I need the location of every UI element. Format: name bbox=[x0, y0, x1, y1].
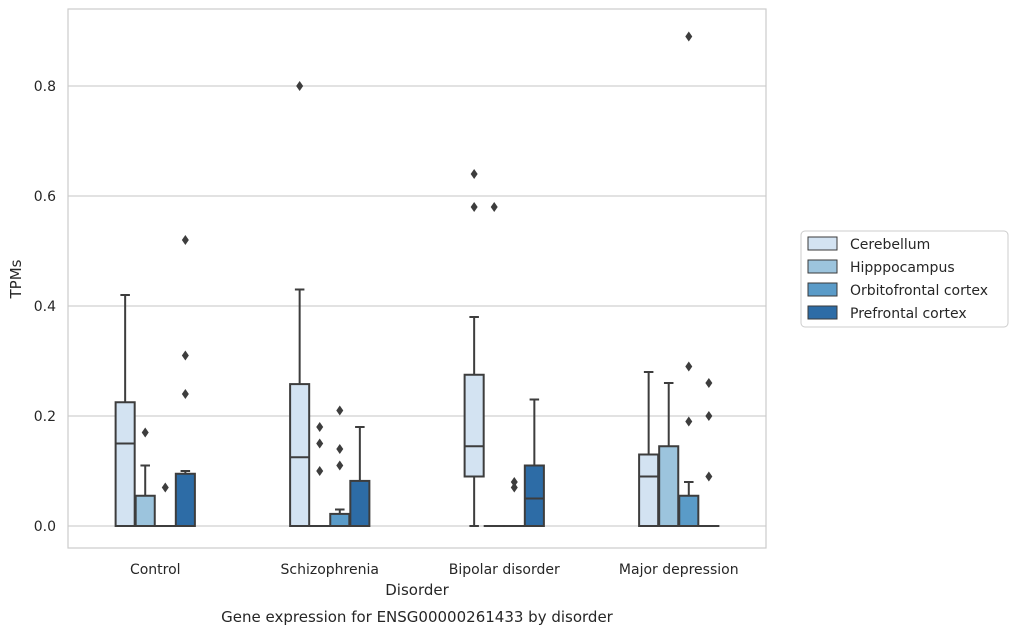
x-tick-labels: Control Schizophrenia Bipolar disorder Majo… bbox=[130, 562, 739, 578]
outlier-point bbox=[161, 482, 169, 493]
y-tick-label: 0.0 bbox=[34, 519, 56, 535]
outlier-point bbox=[181, 389, 189, 399]
box-iqr bbox=[349, 479, 371, 527]
box-hipppocampus-schizophrenia bbox=[309, 422, 331, 528]
legend-swatch-prefrontal-cortex bbox=[807, 305, 838, 320]
y-tick-label: 0.8 bbox=[34, 79, 56, 95]
legend-swatch-orbitofrontal-cortex bbox=[807, 282, 838, 297]
outlier-point bbox=[336, 460, 344, 471]
box-orbitofrontal-cortex-control bbox=[154, 482, 176, 528]
y-tick-label: 0.2 bbox=[34, 409, 56, 425]
outlier-point bbox=[336, 444, 344, 454]
box-series bbox=[114, 31, 720, 528]
box-iqr bbox=[463, 373, 485, 478]
outlier-point bbox=[296, 81, 304, 91]
outlier-point bbox=[510, 477, 518, 487]
outlier-point bbox=[685, 361, 693, 372]
box-prefrontal-cortex-major-depression bbox=[698, 378, 720, 528]
box-prefrontal-cortex-schizophrenia bbox=[349, 426, 371, 527]
box-orbitofrontal-cortex-major-depression bbox=[678, 31, 700, 527]
outlier-point bbox=[470, 202, 478, 212]
box-hipppocampus-major-depression bbox=[658, 382, 680, 527]
outlier-point bbox=[490, 202, 498, 212]
y-tick-labels: 0.0 0.2 0.4 0.6 0.8 bbox=[34, 79, 56, 535]
outlier-point bbox=[685, 31, 693, 42]
outlier-point bbox=[316, 466, 324, 476]
legend-label-cerebellum: Cerebellum bbox=[850, 237, 930, 253]
box-cerebellum-major-depression bbox=[638, 371, 660, 527]
box-iqr bbox=[329, 512, 351, 528]
outlier-point bbox=[705, 411, 713, 421]
box-iqr bbox=[134, 494, 156, 527]
outlier-point bbox=[470, 169, 478, 179]
y-tick-label: 0.4 bbox=[34, 299, 56, 315]
box-prefrontal-cortex-bipolar-disorder bbox=[523, 398, 545, 527]
box-iqr bbox=[638, 453, 660, 527]
y-tick-label: 0.6 bbox=[34, 189, 56, 205]
box-orbitofrontal-cortex-schizophrenia bbox=[329, 405, 351, 528]
legend-swatch-hippocampus bbox=[807, 259, 838, 274]
box-iqr bbox=[658, 445, 680, 527]
legend-frame bbox=[800, 230, 1009, 328]
legend-label-prefrontal-cortex: Prefrontal cortex bbox=[850, 306, 967, 322]
legend: Cerebellum Hipppocampus Orbitofrontal co… bbox=[800, 230, 1009, 328]
outlier-point bbox=[510, 482, 518, 493]
x-tick-label: Control bbox=[130, 562, 181, 578]
box-hipppocampus-control bbox=[134, 427, 156, 527]
box-prefrontal-cortex-control bbox=[174, 235, 196, 527]
outlier-point bbox=[181, 350, 189, 361]
legend-item-cerebellum: Cerebellum bbox=[807, 236, 930, 253]
x-tick-label: Major depression bbox=[619, 562, 739, 578]
plot-frame bbox=[67, 8, 767, 549]
box-orbitofrontal-cortex-bipolar-disorder bbox=[503, 477, 525, 528]
box-iqr bbox=[289, 383, 311, 527]
x-axis-label: Disorder bbox=[385, 581, 449, 599]
outlier-point bbox=[705, 471, 713, 482]
outlier-point bbox=[685, 416, 693, 427]
outlier-point bbox=[336, 405, 344, 416]
legend-item-prefrontal-cortex: Prefrontal cortex bbox=[807, 305, 967, 322]
outlier-point bbox=[705, 378, 713, 388]
box-cerebellum-schizophrenia bbox=[289, 81, 311, 527]
x-tick-label: Bipolar disorder bbox=[449, 562, 560, 578]
box-hipppocampus-bipolar-disorder bbox=[483, 202, 505, 528]
box-cerebellum-bipolar-disorder bbox=[463, 169, 485, 527]
outlier-point bbox=[316, 422, 324, 432]
legend-item-orbitofrontal-cortex: Orbitofrontal cortex bbox=[807, 282, 988, 299]
outlier-point bbox=[316, 438, 324, 449]
y-axis-label: TPMs bbox=[7, 259, 25, 299]
legend-swatch-cerebellum bbox=[807, 236, 838, 251]
legend-label-orbitofrontal-cortex: Orbitofrontal cortex bbox=[850, 283, 988, 299]
x-tick-label: Schizophrenia bbox=[281, 562, 379, 578]
box-iqr bbox=[523, 464, 545, 527]
chart-caption: Gene expression for ENSG00000261433 by d… bbox=[221, 608, 614, 626]
outlier-point bbox=[181, 235, 189, 245]
box-iqr bbox=[174, 472, 196, 527]
legend-item-hippocampus: Hipppocampus bbox=[807, 259, 955, 276]
box-iqr bbox=[678, 494, 700, 527]
legend-label-hippocampus: Hipppocampus bbox=[850, 260, 955, 276]
outlier-point bbox=[141, 427, 149, 438]
box-cerebellum-control bbox=[114, 294, 136, 527]
box-iqr bbox=[114, 401, 136, 527]
